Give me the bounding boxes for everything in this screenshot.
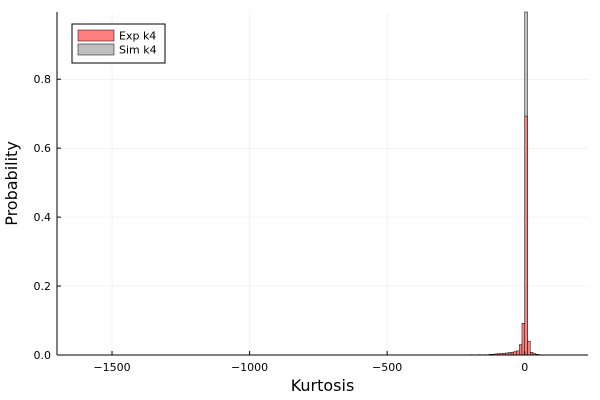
bar-exp-k4 (518, 344, 523, 356)
legend-swatch-exp-k4 (77, 29, 115, 42)
x-tick-label: −1000 (231, 361, 268, 374)
y-tick-label: 0.0 (34, 349, 52, 362)
tick-labels: −1500 −1000 −500 0 0.0 0.2 0.4 0.6 0.8 (34, 73, 529, 374)
axes (56, 12, 588, 356)
y-tick-label: 0.6 (34, 142, 52, 155)
x-tick-label: −500 (372, 361, 402, 374)
y-tick-label: 0.2 (34, 280, 52, 293)
histogram-bars (469, 11, 542, 356)
bar-exp-k4 (521, 323, 525, 356)
x-tick-label: 0 (521, 361, 528, 374)
y-axis-label: Probability (2, 141, 21, 226)
bar-exp-k4 (524, 115, 528, 356)
bar-exp-k4 (513, 351, 517, 356)
bar-exp-k4 (527, 340, 531, 356)
y-tick-label: 0.8 (34, 73, 52, 86)
legend-swatch-sim-k4 (77, 43, 115, 56)
legend-label-exp-k4: Exp k4 (119, 30, 156, 43)
bar-exp-k4 (516, 350, 520, 356)
legend-label-sim-k4: Sim k4 (119, 44, 157, 57)
x-tick-label: −1500 (93, 361, 130, 374)
y-tick-label: 0.4 (34, 211, 52, 224)
x-axis-label: Kurtosis (291, 376, 355, 395)
